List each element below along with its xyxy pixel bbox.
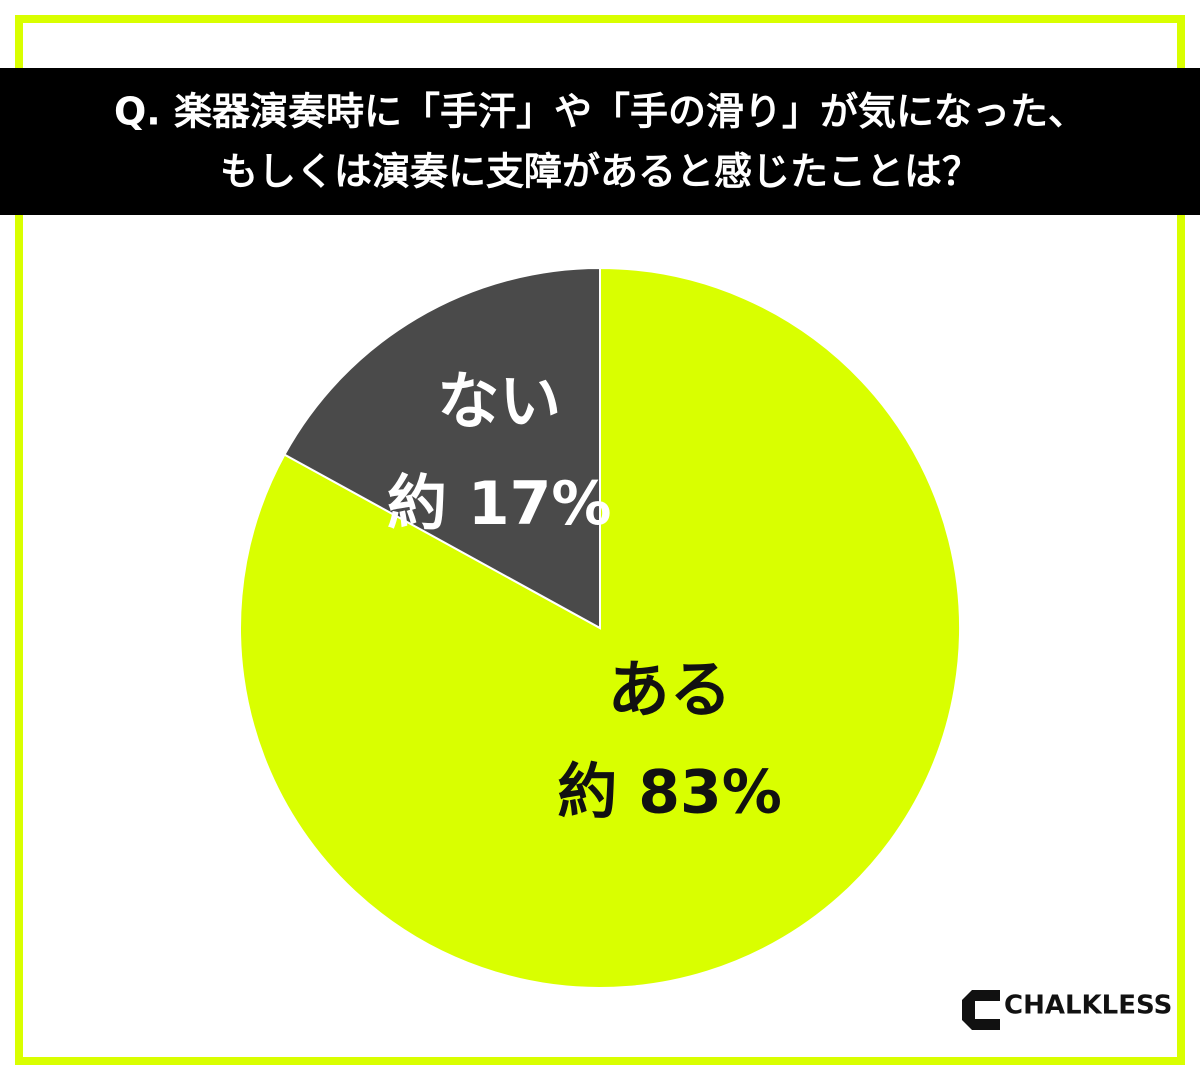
pie: ある約 83% ない約 17%: [239, 266, 961, 989]
logo: CHALKLESS: [962, 990, 1172, 1030]
value-label: 約 83%: [557, 757, 782, 827]
slice-label: ある: [608, 653, 732, 726]
slice-label: ない: [437, 365, 561, 438]
title-bar: [0, 68, 1200, 215]
chart-title: もしくは演奏に支障があると感じたことは？: [220, 150, 980, 194]
logo-text: CHALKLESS: [1004, 991, 1172, 1021]
logo-icon: [962, 990, 1000, 1030]
chart-title: Q. 楽器演奏時に「手汗」や「手の滑り」が気になった、: [114, 90, 1086, 134]
frame: [15, 15, 1185, 1065]
pie-slice: [283, 266, 601, 630]
value-label: 約 17%: [387, 469, 612, 539]
